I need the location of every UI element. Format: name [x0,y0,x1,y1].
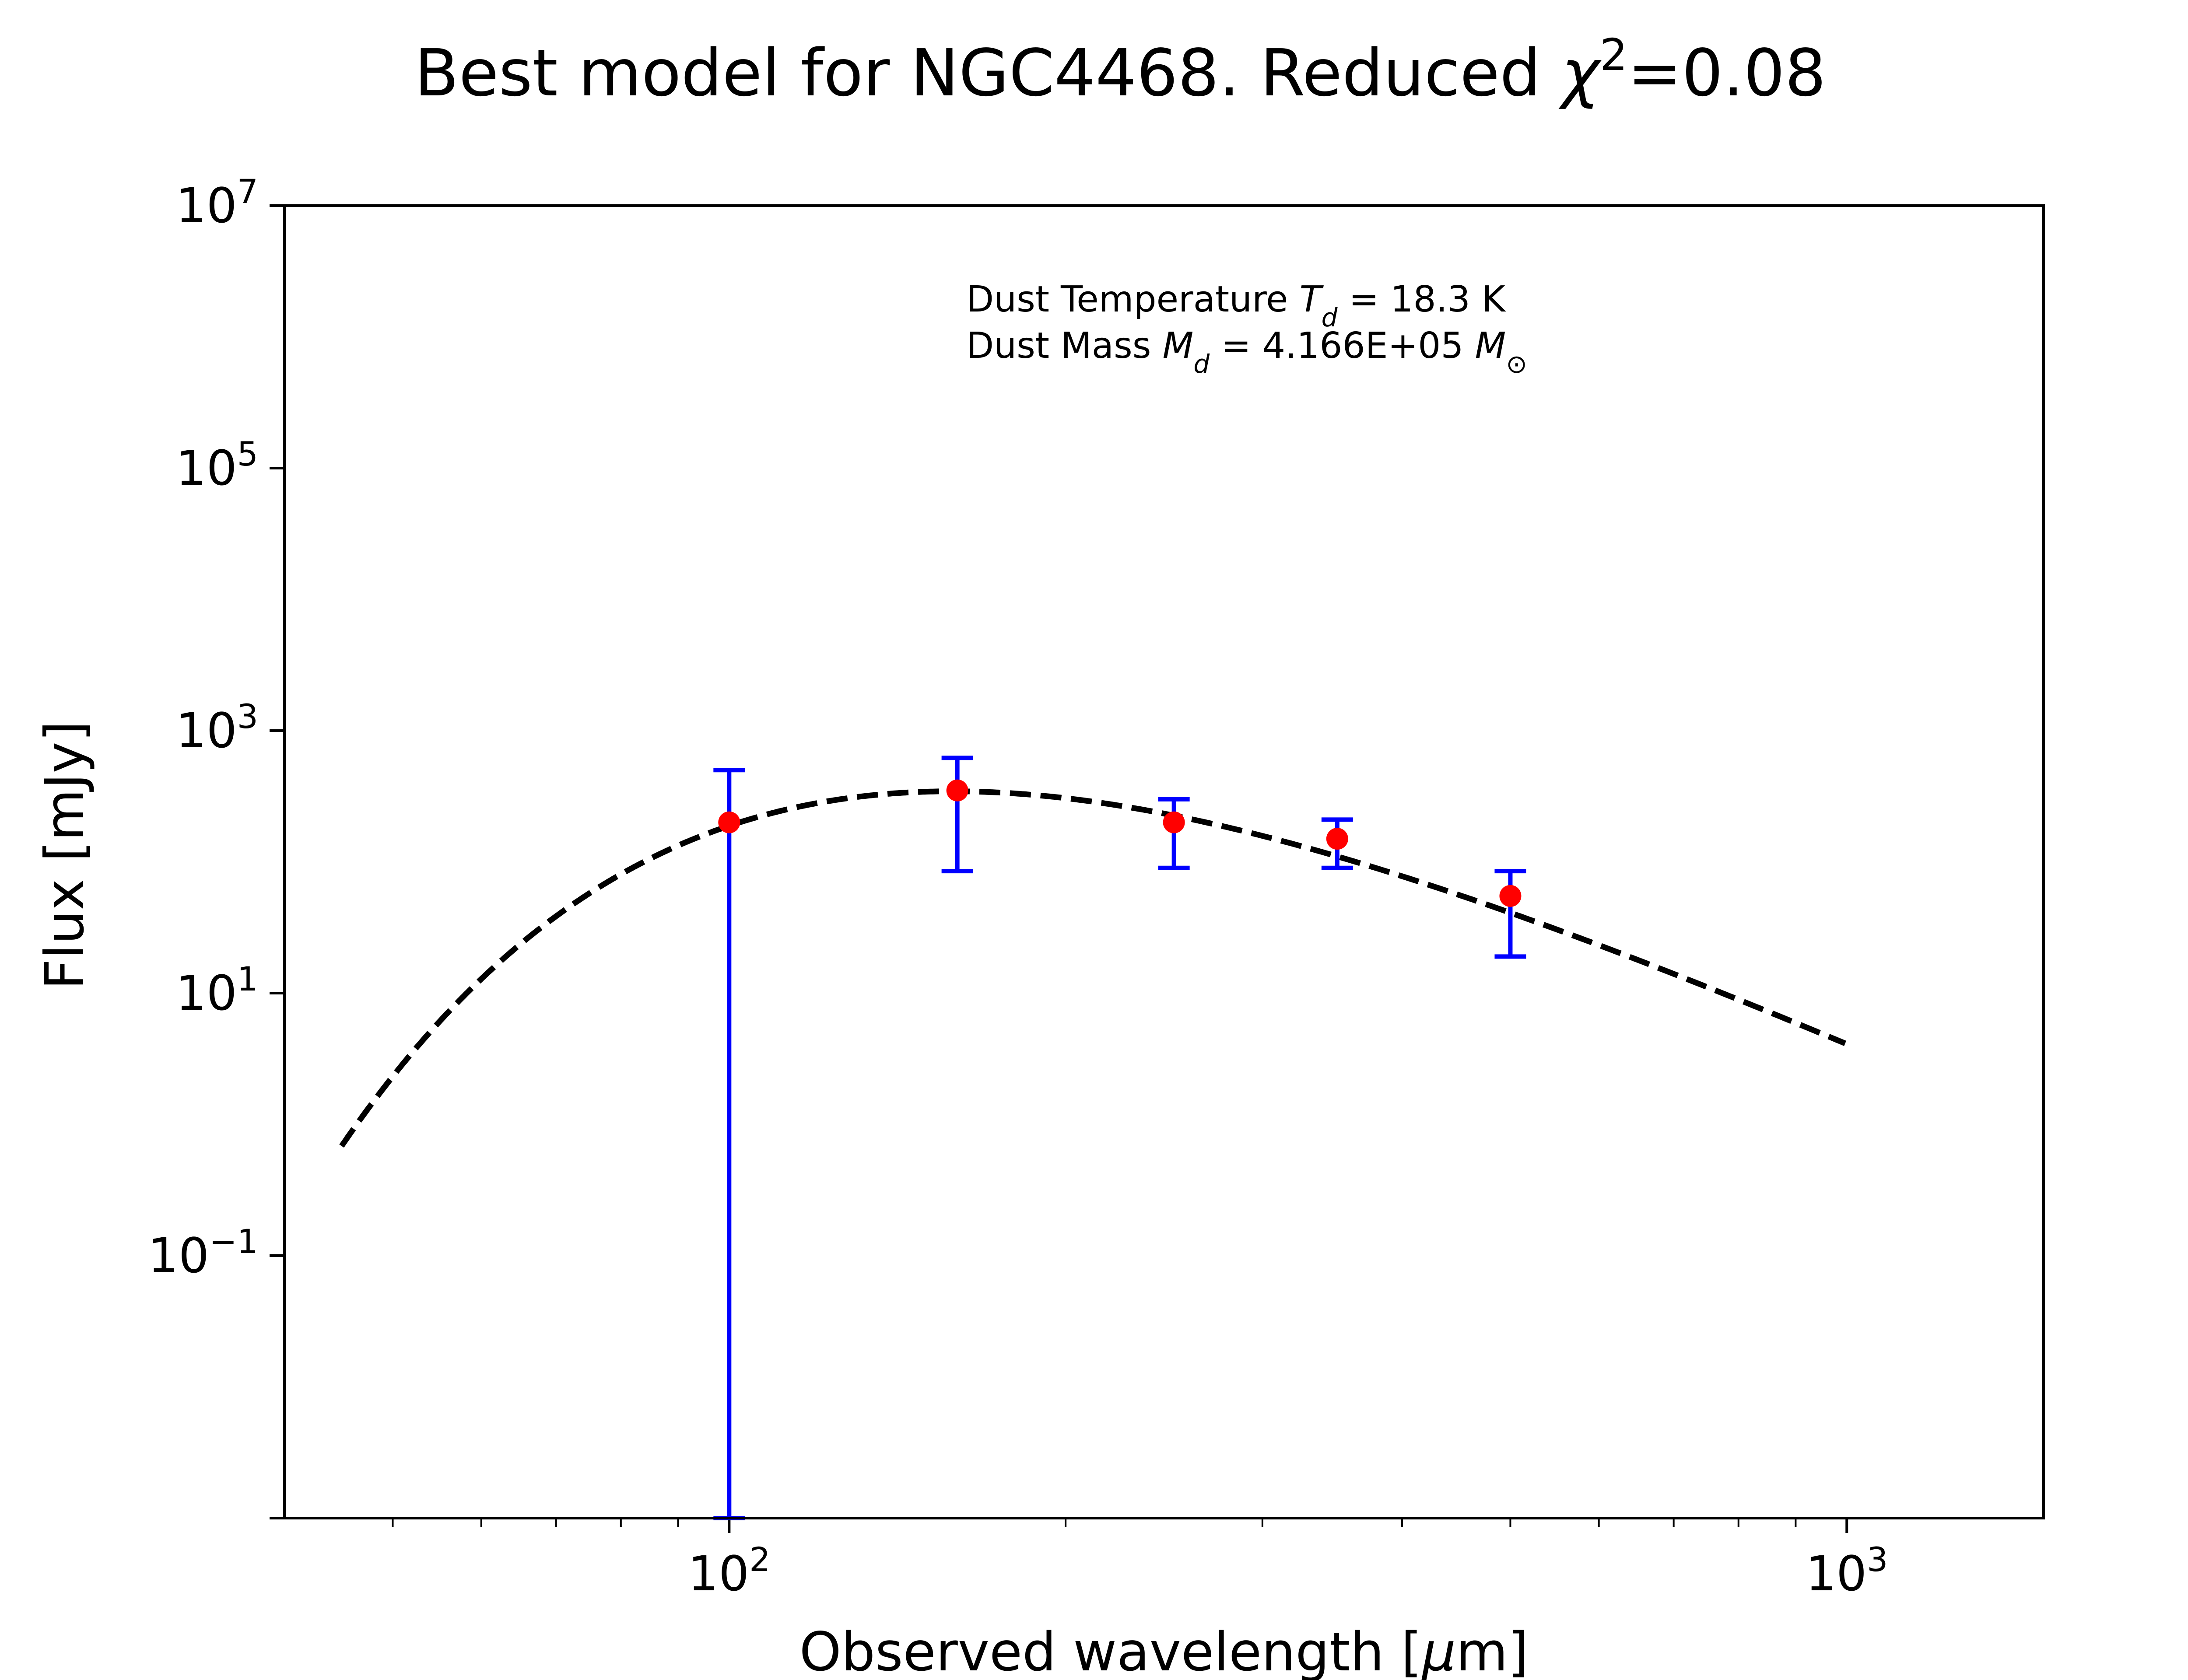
y-tick-label-1e5: 105 [176,434,258,497]
y-tick-labels: 107 105 103 101 10−1 [148,172,258,1284]
annotation-mass: Dust Mass Md = 4.166E+05 M⊙ [966,325,1527,379]
y-tick-label-1e3: 103 [176,697,258,759]
y-tick-label-1e7: 107 [176,172,258,234]
title-suffix: =0.08 [1627,35,1826,111]
data-point [1163,811,1185,833]
y-tick-label-1e-1: 10−1 [148,1222,258,1284]
data-point [1326,828,1348,850]
x-axis-label: Observed wavelength [μm] [799,1621,1529,1680]
data-points [718,779,1522,907]
chart-title: Best model for NGC4468. Reduced χ2=0.08 [414,29,1826,111]
data-point [718,811,740,833]
x-tick-label-1e3: 103 [1806,1540,1888,1602]
x-tick-label-1e2: 102 [688,1540,770,1602]
y-tick-label-1e1: 101 [176,959,258,1022]
title-chi: χ [1558,35,1602,111]
data-point [1499,885,1522,907]
title-prefix: Best model for NGC4468. Reduced [414,35,1561,111]
y-axis-label: Flux [mJy] [34,721,96,990]
major-ticks [270,204,1848,1533]
annotation-temperature: Dust Temperature Td = 18.3 K [966,279,1506,332]
plot-area [270,204,2045,1533]
errorbars [713,756,1526,1520]
x-minor-ticks [392,1518,1797,1527]
axes-frame [283,204,2045,1519]
x-tick-labels: 102 103 [688,1540,1888,1602]
title-chi-sup: 2 [1600,29,1628,80]
data-point [946,779,968,802]
